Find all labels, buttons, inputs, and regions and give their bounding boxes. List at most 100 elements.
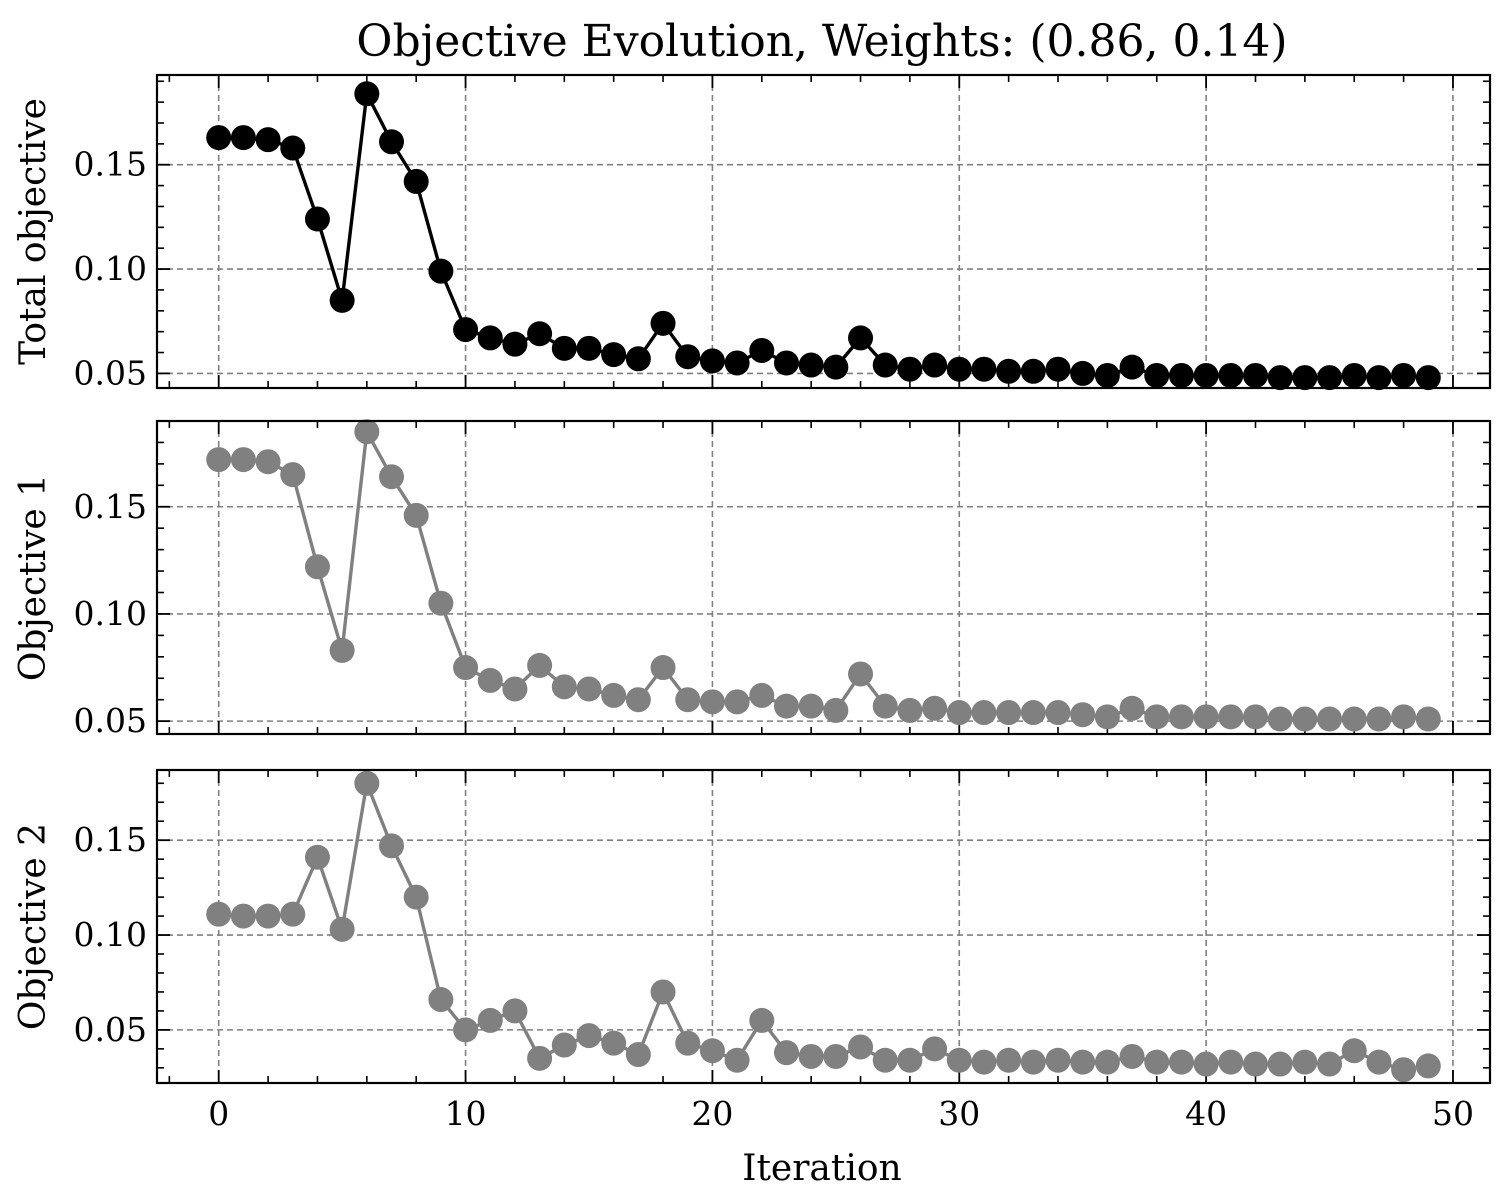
data-point <box>1267 706 1293 732</box>
data-point <box>1366 706 1392 732</box>
data-point <box>329 916 355 942</box>
data-point <box>675 344 701 370</box>
x-tick-label: 0 <box>208 1094 229 1133</box>
data-point <box>996 700 1022 726</box>
data-point <box>1218 1049 1244 1075</box>
data-point <box>1119 695 1145 721</box>
data-point <box>699 348 725 374</box>
data-point <box>428 987 454 1013</box>
data-point <box>1193 704 1219 730</box>
data-point <box>1020 700 1046 726</box>
x-tick-label: 50 <box>1432 1094 1474 1133</box>
data-point <box>329 637 355 663</box>
data-point <box>1144 704 1170 730</box>
plot-frame <box>155 768 1492 1085</box>
data-point <box>280 135 306 161</box>
data-point <box>403 168 429 194</box>
data-point <box>749 682 775 708</box>
data-point <box>601 1030 627 1056</box>
data-point <box>280 901 306 927</box>
data-point <box>477 667 503 693</box>
data-point <box>823 1043 849 1069</box>
data-point <box>280 462 306 488</box>
y-tick-label: 0.10 <box>74 594 147 633</box>
data-point <box>798 1043 824 1069</box>
data-point <box>773 1040 799 1066</box>
data-point <box>502 331 528 357</box>
data-point <box>1317 1051 1343 1077</box>
data-point <box>601 342 627 368</box>
data-point <box>1242 704 1268 730</box>
data-point <box>922 695 948 721</box>
data-point <box>625 346 651 372</box>
data-point <box>971 700 997 726</box>
x-tick-label: 10 <box>445 1094 487 1133</box>
x-tick-label: 30 <box>938 1094 980 1133</box>
data-point <box>1193 362 1219 388</box>
data-point <box>922 352 948 378</box>
data-point <box>650 310 676 336</box>
data-point <box>453 317 479 343</box>
figure-title: Objective Evolution, Weights: (0.86, 0.1… <box>356 16 1287 67</box>
data-point <box>749 337 775 363</box>
data-point <box>897 1047 923 1073</box>
data-point <box>1119 1043 1145 1069</box>
data-point <box>1045 700 1071 726</box>
data-point <box>551 335 577 361</box>
y-axis-label: Objective 1 <box>13 474 54 681</box>
data-point <box>477 1007 503 1033</box>
data-point <box>1391 704 1417 730</box>
data-point <box>1193 1051 1219 1077</box>
data-point <box>823 354 849 380</box>
data-point <box>527 1045 553 1071</box>
data-point <box>650 979 676 1005</box>
data-point <box>1094 704 1120 730</box>
data-point <box>1391 1057 1417 1083</box>
data-point <box>428 590 454 616</box>
data-point <box>872 352 898 378</box>
data-point <box>773 350 799 376</box>
y-tick-label: 0.05 <box>74 353 147 392</box>
data-point <box>1341 1038 1367 1064</box>
data-point <box>551 1032 577 1058</box>
data-point <box>576 1023 602 1049</box>
data-point <box>453 655 479 681</box>
data-point <box>823 697 849 723</box>
data-point <box>1045 356 1071 382</box>
data-point <box>1341 706 1367 732</box>
data-point <box>1317 365 1343 391</box>
data-point <box>354 419 380 445</box>
series-line <box>218 781 1429 1072</box>
data-point <box>304 206 330 232</box>
data-point <box>1020 1049 1046 1075</box>
panel-total-objective: 0.05 0.10 0.15 Total objective <box>13 73 1492 392</box>
data-point <box>946 356 972 382</box>
data-point <box>502 998 528 1024</box>
data-point <box>379 464 405 490</box>
data-point <box>551 674 577 700</box>
data-point <box>255 449 281 475</box>
data-point <box>699 1038 725 1064</box>
data-point <box>403 884 429 910</box>
data-point <box>1094 362 1120 388</box>
data-point <box>996 358 1022 384</box>
data-point <box>601 682 627 708</box>
y-tick-label: 0.15 <box>74 145 147 184</box>
data-point <box>798 352 824 378</box>
data-point <box>1415 365 1441 391</box>
y-tick-label: 0.15 <box>74 487 147 526</box>
y-axis-label: Objective 2 <box>13 823 54 1030</box>
data-point <box>502 676 528 702</box>
panel-objective-1: 0.05 0.10 0.15 Objective 1 <box>13 419 1492 740</box>
data-point <box>1391 362 1417 388</box>
data-point <box>798 693 824 719</box>
data-point <box>872 1047 898 1073</box>
data-point <box>1267 1051 1293 1077</box>
data-point <box>304 554 330 580</box>
data-point <box>527 321 553 347</box>
data-point <box>1070 702 1096 728</box>
data-point <box>1218 704 1244 730</box>
data-point <box>848 325 874 351</box>
x-axis-label: Iteration <box>742 1148 902 1189</box>
data-point <box>576 335 602 361</box>
